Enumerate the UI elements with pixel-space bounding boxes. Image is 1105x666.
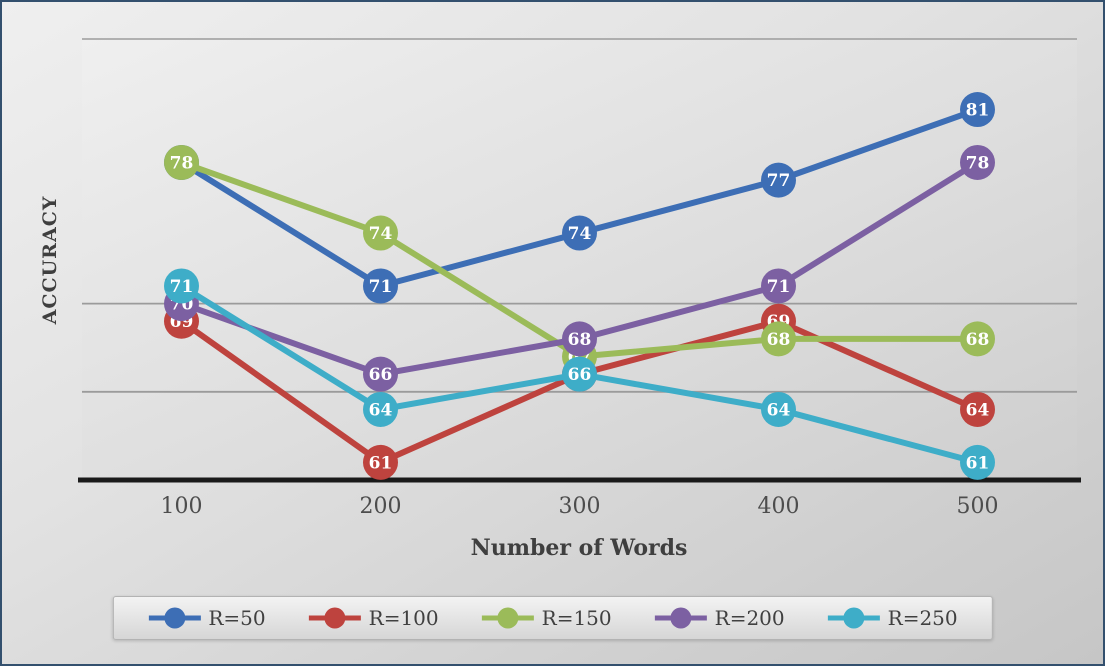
data-point-marker — [960, 321, 995, 357]
x-tick-label: 400 — [758, 494, 800, 519]
legend-marker-icon — [654, 607, 707, 629]
legend-item-r100: R=100 — [308, 606, 439, 630]
legend-item-r50: R=50 — [147, 606, 266, 630]
data-point-label: 74 — [568, 224, 592, 244]
data-point-marker — [363, 444, 398, 480]
data-point-label: 66 — [369, 365, 393, 385]
data-point-label: 78 — [966, 153, 990, 173]
legend-marker-icon — [481, 607, 534, 629]
legend-item-r250: R=250 — [827, 606, 958, 630]
data-point-marker — [164, 144, 199, 180]
data-point-label: 71 — [369, 277, 393, 297]
data-point-label: 64 — [966, 400, 990, 420]
data-point-label: 74 — [369, 224, 393, 244]
legend-label: R=200 — [714, 606, 785, 630]
data-point-marker — [761, 268, 796, 304]
y-axis-title: ACCURACY — [39, 195, 61, 325]
data-point-marker — [960, 92, 995, 128]
chart-legend: R=50 R=100 R=150 R=200 R=250 — [112, 596, 993, 640]
data-point-label: 68 — [767, 330, 791, 350]
data-point-marker — [363, 356, 398, 392]
x-axis-title: Number of Words — [470, 535, 688, 561]
data-point-marker — [363, 215, 398, 251]
data-point-marker — [960, 391, 995, 427]
data-point-label: 71 — [170, 277, 194, 297]
data-point-marker — [761, 391, 796, 427]
data-point-label: 68 — [568, 330, 592, 350]
legend-marker-icon — [827, 607, 880, 629]
data-point-marker — [363, 391, 398, 427]
data-point-marker — [562, 356, 597, 392]
data-point-marker — [960, 444, 995, 480]
legend-label: R=50 — [208, 606, 266, 630]
data-point-label: 66 — [568, 365, 592, 385]
x-tick-label: 100 — [161, 494, 203, 519]
data-point-marker — [761, 321, 796, 357]
x-tick-label: 500 — [957, 494, 999, 519]
line-chart: 1002003004005007871747781696166696478746… — [78, 38, 1081, 519]
data-point-label: 77 — [767, 171, 791, 191]
x-tick-label: 200 — [360, 494, 402, 519]
data-point-label: 68 — [966, 330, 990, 350]
plot-area — [82, 39, 1077, 480]
legend-label: R=100 — [368, 606, 439, 630]
legend-label: R=150 — [541, 606, 612, 630]
legend-marker-icon — [148, 607, 201, 629]
data-point-label: 61 — [966, 453, 990, 473]
data-point-marker — [562, 321, 597, 357]
data-point-label: 61 — [369, 453, 393, 473]
data-point-marker — [960, 144, 995, 180]
data-point-marker — [164, 268, 199, 304]
data-point-label: 71 — [767, 277, 791, 297]
data-point-label: 78 — [170, 153, 194, 173]
x-tick-label: 300 — [559, 494, 601, 519]
data-point-label: 64 — [369, 400, 393, 420]
data-point-marker — [363, 268, 398, 304]
data-point-marker — [562, 215, 597, 251]
legend-item-r200: R=200 — [654, 606, 785, 630]
legend-item-r150: R=150 — [481, 606, 612, 630]
data-point-label: 64 — [767, 400, 791, 420]
legend-label: R=250 — [887, 606, 958, 630]
data-point-label: 81 — [966, 101, 990, 121]
data-point-marker — [761, 162, 796, 198]
legend-marker-icon — [308, 607, 361, 629]
